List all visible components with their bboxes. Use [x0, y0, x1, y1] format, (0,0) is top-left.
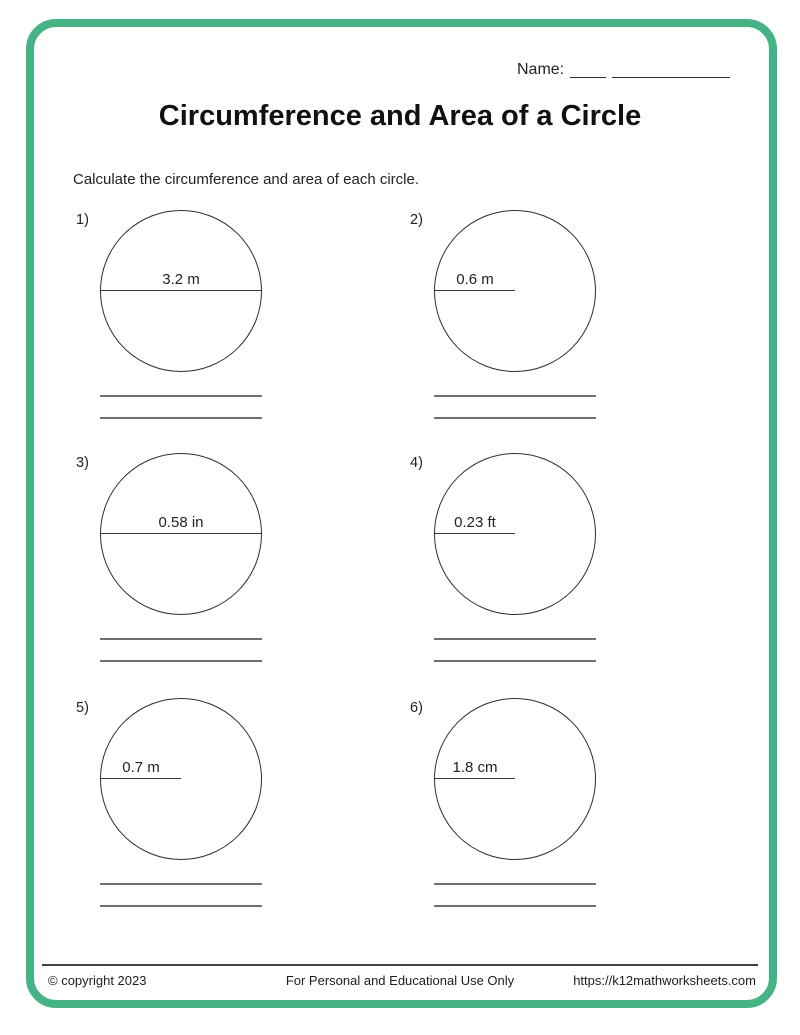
problem-cell: 2) 0.6 m	[410, 206, 630, 431]
answer-line-circumference[interactable]	[434, 638, 596, 640]
problem-number: 1)	[76, 212, 89, 228]
problem-cell: 1) 3.2 m	[76, 206, 296, 431]
name-underline[interactable]	[570, 61, 731, 78]
problem-cell: 4) 0.23 ft	[410, 449, 630, 674]
answer-line-circumference[interactable]	[100, 638, 262, 640]
radius-line	[435, 290, 515, 291]
radius-line	[101, 778, 181, 779]
circle-figure: 0.6 m	[434, 210, 596, 372]
page-border	[26, 19, 777, 1008]
website-url[interactable]: https://k12mathworksheets.com	[573, 973, 756, 988]
answer-line-circumference[interactable]	[434, 395, 596, 397]
name-field: Name:	[517, 61, 731, 79]
answer-line-area[interactable]	[434, 660, 596, 662]
measurement-label: 1.8 cm	[452, 759, 498, 776]
problem-number: 6)	[410, 700, 423, 716]
answer-line-circumference[interactable]	[100, 883, 262, 885]
problem-number: 4)	[410, 455, 423, 471]
problem-cell: 6) 1.8 cm	[410, 694, 630, 919]
instructions-text: Calculate the circumference and area of …	[73, 171, 420, 188]
circle-figure: 0.7 m	[100, 698, 262, 860]
copyright-text: © copyright 2023	[48, 973, 147, 988]
diameter-line	[101, 533, 261, 534]
radius-line	[435, 533, 515, 534]
name-underline-segment	[612, 61, 731, 78]
problem-cell: 3) 0.58 in	[76, 449, 296, 674]
measurement-label: 0.7 m	[122, 759, 160, 776]
circle-figure: 0.58 in	[100, 453, 262, 615]
name-underline-segment	[570, 61, 607, 78]
measurement-label: 3.2 m	[162, 271, 200, 288]
circle-figure: 1.8 cm	[434, 698, 596, 860]
footer-divider	[42, 964, 758, 966]
circle-figure: 3.2 m	[100, 210, 262, 372]
answer-line-circumference[interactable]	[100, 395, 262, 397]
answer-line-area[interactable]	[434, 905, 596, 907]
radius-line	[435, 778, 515, 779]
diameter-line	[101, 290, 261, 291]
answer-line-area[interactable]	[100, 660, 262, 662]
problem-number: 3)	[76, 455, 89, 471]
answer-line-circumference[interactable]	[434, 883, 596, 885]
problem-cell: 5) 0.7 m	[76, 694, 296, 919]
worksheet-title: Circumference and Area of a Circle	[158, 100, 642, 132]
measurement-label: 0.58 in	[158, 514, 204, 531]
measurement-label: 0.6 m	[456, 271, 494, 288]
circle-figure: 0.23 ft	[434, 453, 596, 615]
answer-line-area[interactable]	[100, 417, 262, 419]
usage-text: For Personal and Educational Use Only	[285, 973, 515, 988]
answer-line-area[interactable]	[434, 417, 596, 419]
answer-line-area[interactable]	[100, 905, 262, 907]
problem-number: 5)	[76, 700, 89, 716]
measurement-label: 0.23 ft	[454, 514, 496, 531]
problem-number: 2)	[410, 212, 423, 228]
name-label: Name:	[517, 61, 565, 78]
